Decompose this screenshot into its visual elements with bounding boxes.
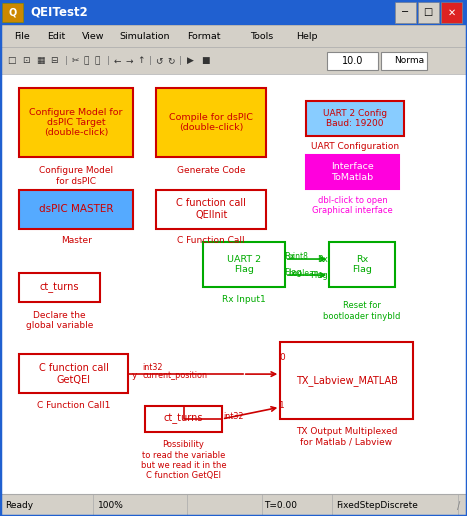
Bar [19,88,133,157]
Text: File: File [14,31,30,41]
Text: Simulation: Simulation [119,31,170,41]
Text: Declare the
global variable: Declare the global variable [26,311,93,330]
Text: View: View [82,31,104,41]
Text: TX Output Multiplexed
for Matlab / Labview: TX Output Multiplexed for Matlab / Labvi… [296,427,397,447]
Bar [156,88,266,157]
Bar [280,342,413,419]
Text: ⎗: ⎗ [95,56,100,66]
Bar [327,52,378,70]
Text: boolean: boolean [288,269,319,278]
Text: current_position: current_position [142,371,207,380]
Text: ↻: ↻ [167,56,175,66]
Text: ⊡: ⊡ [22,56,30,66]
Text: ⊟: ⊟ [50,56,58,66]
Text: UART 2
Flag: UART 2 Flag [227,255,261,275]
Text: ct_turns: ct_turns [163,414,203,424]
Text: C function call
GetQEI: C function call GetQEI [39,363,108,384]
Text: int32: int32 [142,363,163,372]
Bar [203,242,285,287]
Bar [0,494,467,516]
Text: ▦: ▦ [36,56,45,66]
Text: |: | [149,56,151,66]
Text: |: | [179,56,182,66]
Text: Flag: Flag [284,268,302,278]
Text: C Function Call1: C Function Call1 [36,401,110,410]
Text: Generate Code: Generate Code [177,166,245,175]
Text: □: □ [7,56,15,66]
Text: C Function Call: C Function Call [177,236,245,245]
Text: ✕: ✕ [447,7,456,18]
Text: Edit: Edit [47,31,65,41]
Text: ct_turns: ct_turns [40,282,79,293]
Text: ↑: ↑ [137,56,144,66]
Bar [0,25,467,47]
Text: ←: ← [113,56,121,66]
Bar [19,273,100,302]
Text: Norma: Norma [395,56,425,66]
Bar [156,190,266,229]
Text: QEITest2: QEITest2 [30,6,88,19]
Text: 0: 0 [279,353,285,362]
Text: |: | [106,56,109,66]
Text: T=0.00: T=0.00 [264,501,297,510]
Text: Rx: Rx [318,255,328,264]
Bar [145,406,222,432]
Bar [0,74,467,494]
Text: ✂: ✂ [71,56,79,66]
Text: Interface
ToMatlab: Interface ToMatlab [331,163,374,182]
Text: →: → [125,56,133,66]
Text: ▶: ▶ [187,56,194,66]
Text: 10.0: 10.0 [342,56,363,66]
Text: UART Configuration: UART Configuration [311,142,399,151]
Bar [329,242,395,287]
Text: −: − [401,7,409,18]
Text: dsPIC MASTER: dsPIC MASTER [39,204,113,214]
Text: Format: Format [187,31,220,41]
Text: C function call
QEIInit: C function call QEIInit [177,199,246,220]
Text: Compile for dsPIC
(double-click): Compile for dsPIC (double-click) [170,113,253,132]
Text: Flag: Flag [311,270,328,280]
Text: 100%: 100% [98,501,124,510]
Text: □: □ [424,7,433,18]
Text: Help: Help [297,31,318,41]
Text: Master: Master [61,236,92,245]
Text: Configure Model for
dsPIC Target
(double-click): Configure Model for dsPIC Target (double… [29,108,123,137]
Text: |: | [64,56,67,66]
Text: Configure Model
for dsPIC: Configure Model for dsPIC [39,166,113,186]
Bar [306,101,404,136]
Text: Rx: Rx [284,252,295,262]
Bar [0,0,467,25]
Bar [395,2,416,23]
Text: Tools: Tools [250,31,273,41]
Text: 1: 1 [279,401,285,410]
Text: Possibility
to read the variable
but we read it in the
C function GetQEI: Possibility to read the variable but we … [141,440,226,480]
Text: /: / [457,501,460,511]
Text: Q: Q [9,7,17,18]
Bar [19,190,133,229]
Bar [0,47,467,74]
Bar [306,155,399,189]
Text: int32: int32 [223,412,244,422]
Text: Reset for
bootloader tinybld: Reset for bootloader tinybld [323,301,401,321]
Bar [441,2,462,23]
Text: UART 2 Config
Baud: 19200: UART 2 Config Baud: 19200 [323,109,387,128]
Text: FixedStepDiscrete: FixedStepDiscrete [336,501,418,510]
Text: Rx Input1: Rx Input1 [222,295,266,304]
Text: ■: ■ [201,56,209,66]
Text: TX_Labview_MATLAB: TX_Labview_MATLAB [296,375,398,386]
Bar [381,52,427,70]
Text: dbl-click to open
Graphical interface: dbl-click to open Graphical interface [312,196,393,216]
Text: ↺: ↺ [156,56,163,66]
Text: Ready: Ready [5,501,33,510]
Text: uint8: uint8 [288,252,308,262]
Bar [19,354,128,393]
Bar [418,2,439,23]
Text: Rx
Flag: Rx Flag [352,255,372,275]
Bar [2,3,23,22]
Text: y: y [132,370,137,380]
Text: ⎘: ⎘ [83,56,89,66]
